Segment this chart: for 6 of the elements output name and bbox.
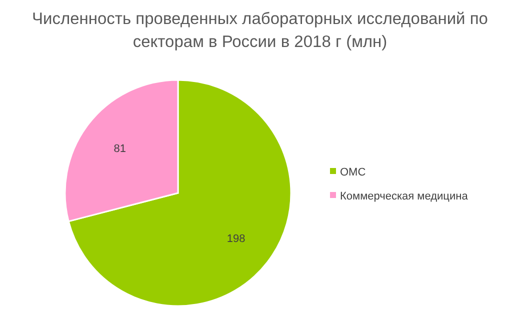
- data-label: 198: [226, 232, 246, 245]
- legend-label: ОМС: [340, 166, 366, 178]
- pie-slice: [68, 79, 292, 307]
- data-label: 81: [114, 142, 126, 155]
- legend-label: Коммерческая медицина: [340, 190, 469, 202]
- chart-title: Численность проведенных лабораторных исследований по секторам в России в 2018 г (млн): [32, 10, 488, 51]
